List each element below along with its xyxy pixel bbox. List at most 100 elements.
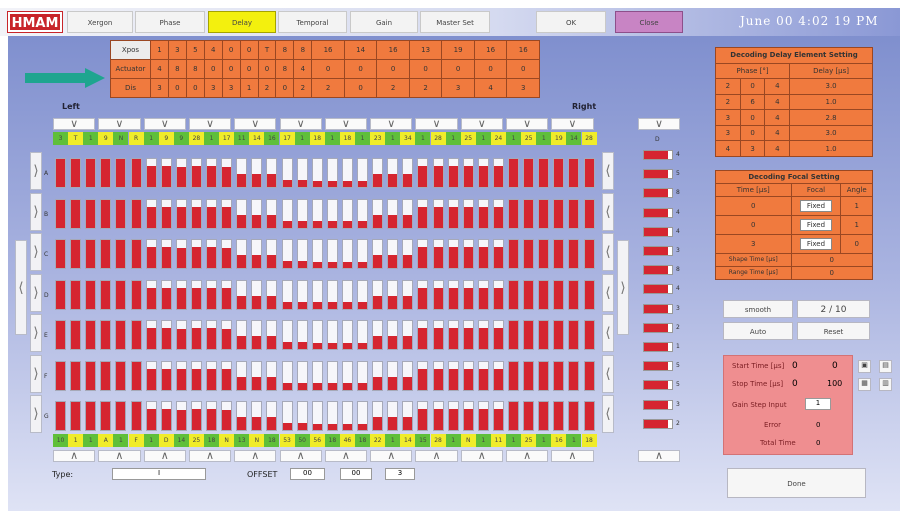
channel-tag[interactable]: 1 bbox=[415, 132, 431, 145]
element-bar[interactable] bbox=[341, 198, 353, 229]
element-bar[interactable] bbox=[130, 401, 142, 431]
column-group-down-button[interactable]: ∨ bbox=[506, 118, 549, 130]
element-bar[interactable] bbox=[266, 279, 278, 310]
element-bar[interactable] bbox=[85, 401, 97, 431]
channel-tag-bottom[interactable]: 28 bbox=[430, 434, 446, 447]
element-bar[interactable] bbox=[508, 198, 519, 229]
element-bar[interactable] bbox=[432, 158, 444, 188]
channel-tag-bottom[interactable]: N bbox=[219, 434, 235, 447]
element-bar[interactable] bbox=[432, 320, 444, 350]
element-bar[interactable] bbox=[553, 198, 565, 229]
element-bar[interactable] bbox=[311, 360, 323, 391]
element-bar[interactable] bbox=[55, 198, 66, 229]
channel-tag-bottom[interactable]: D bbox=[158, 434, 174, 447]
element-bar[interactable] bbox=[568, 158, 580, 188]
element-bar[interactable] bbox=[538, 279, 550, 310]
element-bar[interactable] bbox=[311, 401, 323, 431]
channel-tag-bottom[interactable]: 53 bbox=[279, 434, 295, 447]
element-bar[interactable] bbox=[100, 401, 112, 431]
element-bar[interactable] bbox=[296, 158, 308, 188]
row-right-button[interactable]: ⟨ bbox=[602, 233, 614, 271]
element-bar[interactable] bbox=[477, 198, 489, 229]
column-group-down-button[interactable]: ∨ bbox=[324, 118, 368, 130]
focal-select[interactable]: Fixed bbox=[799, 218, 833, 231]
element-bar[interactable] bbox=[417, 158, 429, 188]
element-bar[interactable] bbox=[492, 198, 504, 229]
channel-tag[interactable]: 1 bbox=[506, 132, 522, 145]
element-bar[interactable] bbox=[508, 279, 519, 310]
element-bar[interactable] bbox=[432, 401, 444, 431]
element-bar[interactable] bbox=[477, 401, 489, 431]
element-bar[interactable] bbox=[508, 360, 519, 391]
channel-tag-bottom[interactable]: 18 bbox=[324, 434, 340, 447]
right-column-down-button[interactable]: ∨ bbox=[638, 118, 680, 130]
channel-tag-bottom[interactable]: 22 bbox=[370, 434, 386, 447]
element-bar[interactable] bbox=[70, 401, 82, 431]
element-bar[interactable] bbox=[145, 239, 157, 269]
element-bar[interactable] bbox=[462, 401, 474, 431]
element-bar[interactable] bbox=[281, 320, 293, 350]
element-bar[interactable] bbox=[357, 401, 368, 431]
channel-tag[interactable]: 9 bbox=[173, 132, 189, 145]
element-bar[interactable] bbox=[341, 320, 353, 350]
element-bar[interactable] bbox=[357, 279, 368, 310]
channel-tag-bottom[interactable]: 16 bbox=[551, 434, 567, 447]
element-bar[interactable] bbox=[568, 239, 580, 269]
channel-tag[interactable]: R bbox=[128, 132, 144, 145]
element-bar[interactable] bbox=[236, 239, 248, 269]
element-bar[interactable] bbox=[402, 320, 414, 350]
element-bar[interactable] bbox=[538, 158, 550, 188]
element-bar[interactable] bbox=[281, 158, 293, 188]
column-group-up-button[interactable]: ∧ bbox=[143, 450, 186, 462]
element-bar[interactable] bbox=[432, 239, 444, 269]
element-bar[interactable] bbox=[326, 401, 338, 431]
element-bar[interactable] bbox=[206, 360, 217, 391]
element-bar[interactable] bbox=[357, 198, 368, 229]
ok-button[interactable]: OK bbox=[536, 11, 606, 33]
channel-tag[interactable]: 1 bbox=[536, 132, 552, 145]
element-bar[interactable] bbox=[85, 158, 97, 188]
channel-tag[interactable]: 1 bbox=[445, 132, 461, 145]
element-bar[interactable] bbox=[477, 158, 489, 188]
element-bar[interactable] bbox=[221, 239, 233, 269]
element-bar[interactable] bbox=[402, 239, 414, 269]
element-bar[interactable] bbox=[236, 279, 248, 310]
channel-tag-bottom[interactable]: 25 bbox=[521, 434, 537, 447]
element-bar[interactable] bbox=[130, 279, 142, 310]
zoom-out-icon[interactable]: ▦ bbox=[858, 378, 871, 391]
channel-tag[interactable]: 9 bbox=[158, 132, 174, 145]
element-bar[interactable] bbox=[402, 198, 414, 229]
offset-input-1[interactable]: 00 bbox=[290, 468, 325, 480]
element-bar[interactable] bbox=[568, 279, 580, 310]
element-bar[interactable] bbox=[326, 320, 338, 350]
channel-tag[interactable]: 28 bbox=[188, 132, 204, 145]
element-bar[interactable] bbox=[311, 158, 323, 188]
element-bar[interactable] bbox=[372, 320, 384, 350]
element-bar[interactable] bbox=[583, 279, 595, 310]
channel-tag[interactable]: 28 bbox=[581, 132, 597, 145]
element-bar[interactable] bbox=[462, 360, 474, 391]
element-bar[interactable] bbox=[357, 239, 368, 269]
element-bar[interactable] bbox=[583, 239, 595, 269]
element-bar[interactable] bbox=[417, 401, 429, 431]
smooth-button[interactable]: smooth bbox=[723, 300, 793, 318]
element-bar[interactable] bbox=[206, 279, 217, 310]
channel-tag-bottom[interactable]: 1 bbox=[445, 434, 461, 447]
channel-tag-bottom[interactable]: 18 bbox=[581, 434, 597, 447]
element-bar[interactable] bbox=[206, 158, 217, 188]
element-bar[interactable] bbox=[115, 279, 127, 310]
element-bar[interactable] bbox=[175, 360, 187, 391]
element-bar[interactable] bbox=[100, 158, 112, 188]
element-bar[interactable] bbox=[115, 158, 127, 188]
element-bar[interactable] bbox=[281, 239, 293, 269]
element-bar[interactable] bbox=[372, 239, 384, 269]
column-group-down-button[interactable]: ∨ bbox=[234, 118, 277, 130]
channel-tag-bottom[interactable]: 1 bbox=[113, 434, 129, 447]
tab-xergon[interactable]: Xergon bbox=[67, 11, 133, 33]
element-bar[interactable] bbox=[583, 198, 595, 229]
channel-tag-bottom[interactable]: 46 bbox=[339, 434, 355, 447]
element-bar[interactable] bbox=[206, 239, 217, 269]
element-bar[interactable] bbox=[190, 279, 202, 310]
row-right-button[interactable]: ⟨ bbox=[602, 354, 614, 393]
element-bar[interactable] bbox=[221, 198, 233, 229]
